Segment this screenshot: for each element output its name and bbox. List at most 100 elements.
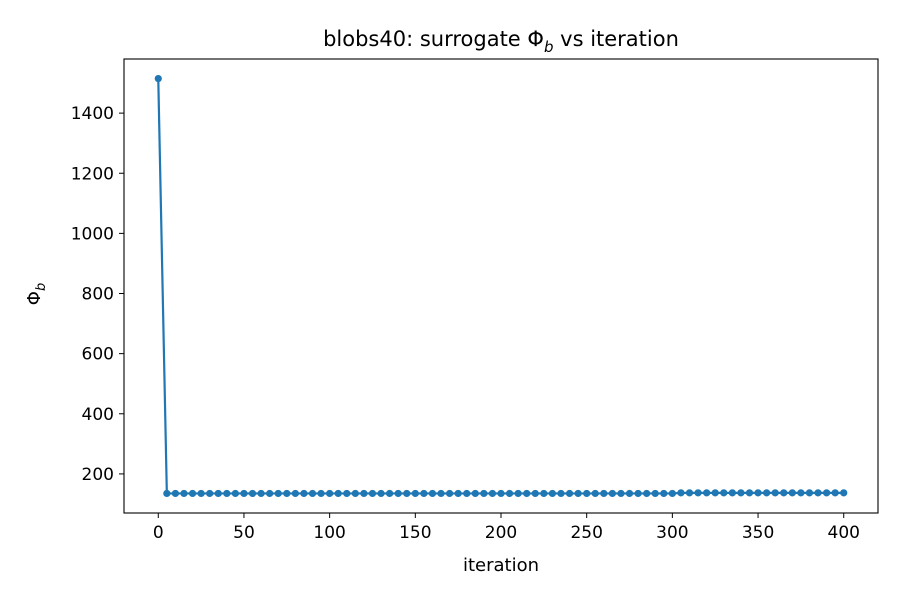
y-axis-label: Φb <box>24 283 49 305</box>
data-point <box>154 74 162 83</box>
data-point <box>403 489 411 498</box>
data-point <box>180 489 188 498</box>
y-tick-label: 1000 <box>71 224 114 244</box>
x-tick-label: 50 <box>233 523 255 543</box>
x-axis-ticks: 0 50 100 150 200 250 300 350 400 <box>153 513 860 543</box>
data-point <box>248 489 257 498</box>
data-point <box>326 489 334 498</box>
x-tick-label: 300 <box>656 523 688 543</box>
data-point <box>377 489 385 498</box>
data-point <box>745 489 754 497</box>
data-point <box>343 489 351 498</box>
series-group <box>154 74 848 498</box>
data-point <box>368 489 377 498</box>
data-point <box>737 489 745 497</box>
x-tick-label: 400 <box>828 523 860 543</box>
data-point <box>660 489 668 498</box>
data-point <box>386 489 394 498</box>
data-point <box>540 489 548 498</box>
data-point <box>531 489 539 498</box>
data-point <box>171 489 180 498</box>
y-tick-label: 400 <box>82 405 114 425</box>
y-tick-label: 1400 <box>71 104 114 124</box>
data-point <box>351 489 359 498</box>
data-point <box>420 489 428 498</box>
data-point <box>231 489 239 498</box>
data-point <box>411 489 419 498</box>
data-point <box>334 489 342 498</box>
data-point <box>840 489 848 497</box>
data-point <box>694 489 702 497</box>
data-point <box>643 489 651 498</box>
y-tick-label: 200 <box>82 465 114 485</box>
data-point <box>771 489 779 497</box>
data-point <box>703 489 711 497</box>
data-point <box>685 489 694 497</box>
data-point <box>360 489 368 498</box>
data-point <box>677 489 685 497</box>
data-point <box>471 489 479 498</box>
data-point <box>797 489 805 497</box>
data-point <box>283 489 291 498</box>
data-point <box>308 489 317 498</box>
data-point <box>300 489 308 498</box>
x-tick-label: 100 <box>313 523 345 543</box>
data-point <box>454 489 462 498</box>
x-tick-label: 150 <box>399 523 431 543</box>
data-point <box>514 489 522 498</box>
data-point <box>291 489 299 498</box>
data-point <box>805 489 814 497</box>
data-point <box>617 489 625 498</box>
data-point <box>317 489 325 498</box>
y-tick-label: 600 <box>82 345 114 365</box>
y-tick-label: 800 <box>82 285 114 305</box>
data-point <box>754 489 762 497</box>
data-point <box>548 489 557 498</box>
data-point <box>583 489 591 498</box>
data-point <box>831 489 839 497</box>
data-point <box>274 489 282 498</box>
x-tick-label: 0 <box>153 523 164 543</box>
data-point <box>822 489 831 497</box>
y-axis-ticks: 200 400 600 800 1000 1200 1400 <box>71 104 124 485</box>
data-point <box>206 489 214 498</box>
data-point <box>788 489 796 497</box>
data-point <box>266 489 274 498</box>
data-point <box>600 489 608 498</box>
data-point <box>463 489 471 498</box>
data-point <box>214 489 222 498</box>
chart-title: blobs40: surrogate Φb vs iteration <box>323 27 679 56</box>
data-point <box>651 489 659 498</box>
data-point <box>445 489 454 498</box>
x-tick-label: 350 <box>742 523 774 543</box>
data-point <box>711 489 719 497</box>
data-point <box>634 489 642 498</box>
y-tick-label: 1200 <box>71 164 114 184</box>
data-point <box>780 489 788 497</box>
data-point <box>814 489 822 497</box>
x-tick-label: 250 <box>570 523 602 543</box>
data-point <box>591 489 599 498</box>
data-point <box>437 489 445 498</box>
data-point <box>488 489 497 498</box>
data-point <box>240 489 248 498</box>
data-point <box>497 489 505 498</box>
data-point <box>557 489 565 498</box>
data-point <box>505 489 514 498</box>
data-point <box>197 489 205 498</box>
data-point <box>394 489 402 498</box>
data-point <box>523 489 531 498</box>
data-point <box>223 489 231 498</box>
data-point <box>763 489 771 497</box>
data-point <box>625 489 634 498</box>
data-point <box>188 489 197 498</box>
data-point <box>480 489 488 498</box>
data-point <box>608 489 616 498</box>
data-point <box>428 489 437 498</box>
plot-frame <box>123 58 879 514</box>
x-tick-label: 200 <box>485 523 517 543</box>
data-point <box>720 489 728 497</box>
